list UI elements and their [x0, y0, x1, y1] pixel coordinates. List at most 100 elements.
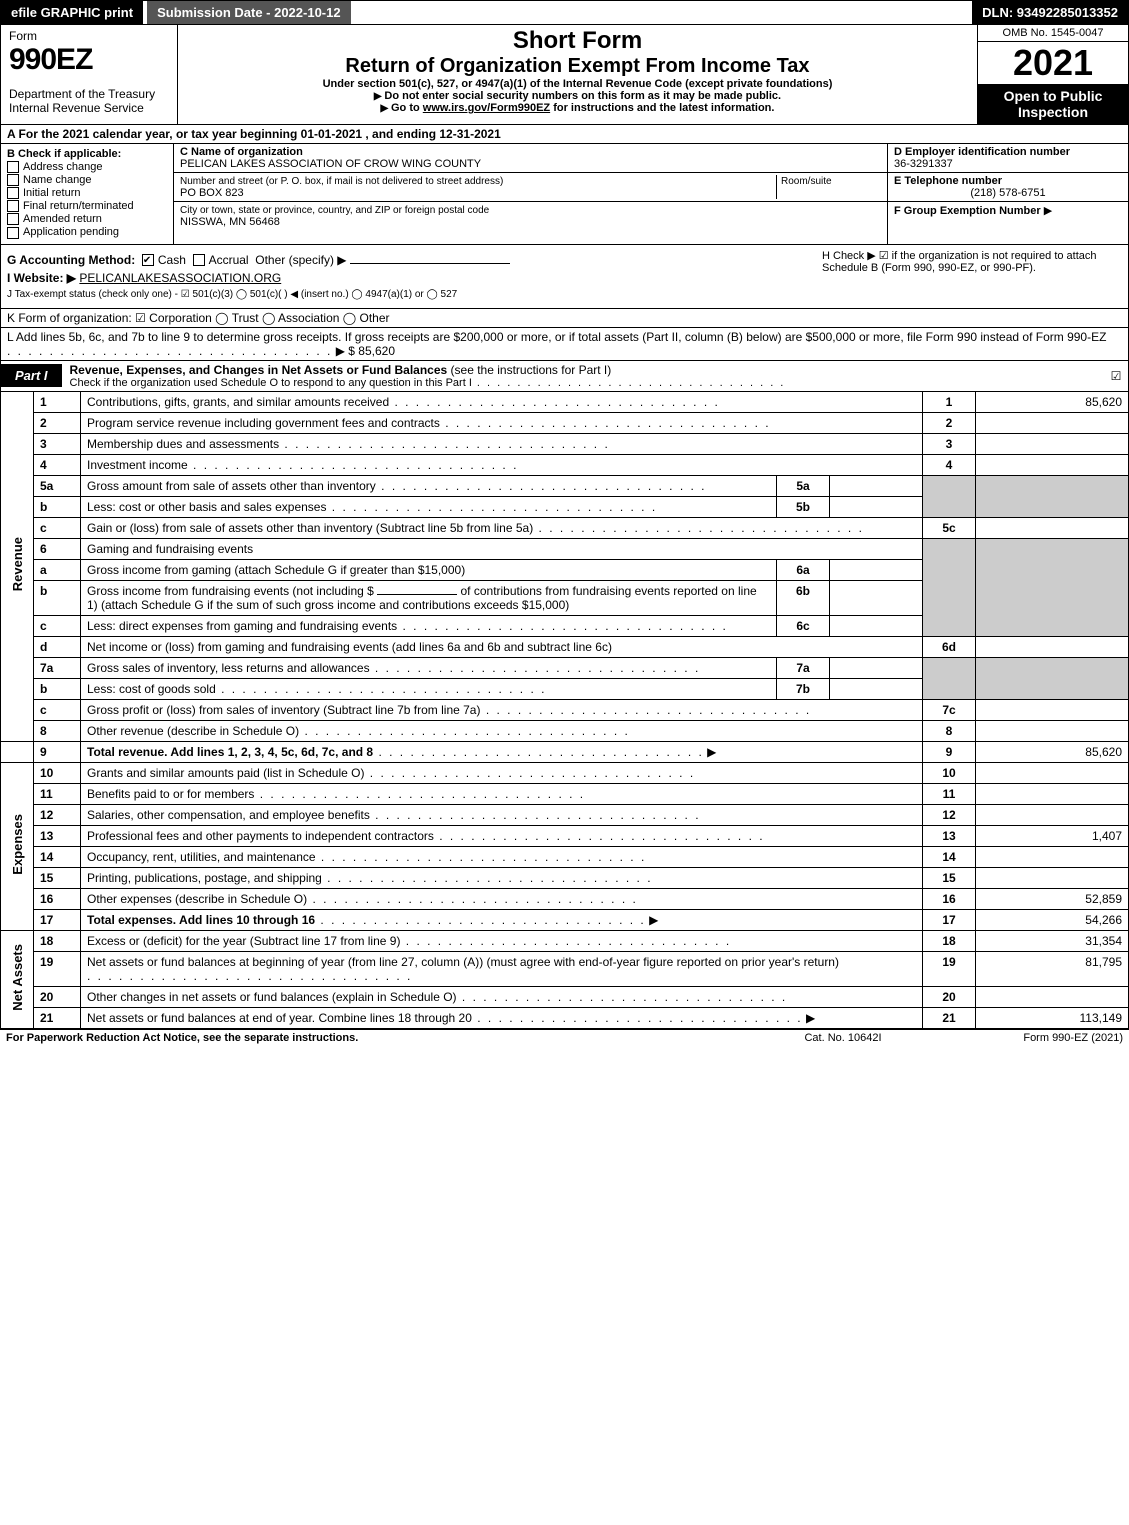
- row-lineno: 21: [923, 1007, 976, 1028]
- org-city: NISSWA, MN 56468: [180, 216, 280, 228]
- row-desc: Gross amount from sale of assets other t…: [87, 479, 376, 493]
- i-label: I Website: ▶: [7, 271, 76, 285]
- row-num: 1: [34, 392, 81, 413]
- header-right: OMB No. 1545-0047 2021 Open to Public In…: [977, 25, 1128, 124]
- mini-lineno: 6b: [777, 580, 830, 615]
- form-ref: Form 990-EZ (2021): [943, 1032, 1123, 1044]
- row-num: 21: [34, 1007, 81, 1028]
- mini-lineno: 6c: [777, 615, 830, 636]
- row-lineno: 18: [923, 930, 976, 951]
- irs-link[interactable]: www.irs.gov/Form990EZ: [423, 102, 550, 114]
- netassets-side: Net Assets: [10, 944, 25, 1011]
- row-num: 8: [34, 720, 81, 741]
- chk-address[interactable]: Address change: [23, 161, 103, 173]
- row-desc: Benefits paid to or for members: [87, 787, 254, 801]
- chk-name[interactable]: Name change: [23, 174, 92, 186]
- row-desc: Salaries, other compensation, and employ…: [87, 808, 370, 822]
- row-lineno: 6d: [923, 636, 976, 657]
- row-desc: Excess or (deficit) for the year (Subtra…: [87, 934, 400, 948]
- row-amount: [976, 699, 1129, 720]
- row-num: 17: [34, 909, 81, 930]
- part1-check-icon[interactable]: ☑: [1104, 369, 1128, 383]
- row-desc: Gross profit or (loss) from sales of inv…: [87, 703, 480, 717]
- l-amount: $ 85,620: [348, 344, 395, 358]
- row-num: 20: [34, 986, 81, 1007]
- row-lineno: 9: [923, 741, 976, 762]
- row-desc: Printing, publications, postage, and shi…: [87, 871, 322, 885]
- part1-tab: Part I: [1, 364, 62, 387]
- row-amount: [976, 517, 1129, 538]
- dln: DLN: 93492285013352: [972, 1, 1128, 24]
- row-lineno: 7c: [923, 699, 976, 720]
- row-num: 5a: [34, 475, 81, 496]
- part1-header: Part I Revenue, Expenses, and Changes in…: [0, 361, 1129, 392]
- mini-val: [830, 615, 923, 636]
- row-desc: Total revenue. Add lines 1, 2, 3, 4, 5c,…: [87, 745, 373, 759]
- row-desc: Investment income: [87, 458, 188, 472]
- open-to-public: Open to Public Inspection: [978, 84, 1128, 124]
- chk-final[interactable]: Final return/terminated: [23, 200, 134, 212]
- mini-val: [830, 496, 923, 517]
- row-lineno: 8: [923, 720, 976, 741]
- row-amount: [976, 986, 1129, 1007]
- row-num: 12: [34, 804, 81, 825]
- row-lineno: 10: [923, 762, 976, 783]
- g-cash[interactable]: Cash: [158, 253, 186, 267]
- line-g: G Accounting Method: Cash Accrual Other …: [7, 253, 822, 267]
- form-number: 990EZ: [9, 43, 169, 77]
- header-mid: Short Form Return of Organization Exempt…: [178, 25, 977, 124]
- row-lineno: 20: [923, 986, 976, 1007]
- mini-val: [830, 559, 923, 580]
- row-desc: Less: cost of goods sold: [87, 682, 216, 696]
- row-num: 11: [34, 783, 81, 804]
- submission-date: Submission Date - 2022-10-12: [147, 1, 351, 24]
- tax-year: 2021: [978, 42, 1128, 84]
- row-desc: Other changes in net assets or fund bala…: [87, 990, 457, 1004]
- row-num: b: [34, 496, 81, 517]
- row-num: 14: [34, 846, 81, 867]
- line-l: L Add lines 5b, 6c, and 7b to line 9 to …: [0, 328, 1129, 361]
- row-lineno: 17: [923, 909, 976, 930]
- g-other[interactable]: Other (specify) ▶: [255, 253, 346, 267]
- row-lineno: 4: [923, 454, 976, 475]
- chk-amended[interactable]: Amended return: [23, 213, 102, 225]
- row-desc: Other revenue (describe in Schedule O): [87, 724, 299, 738]
- efile-print[interactable]: efile GRAPHIC print: [1, 1, 143, 24]
- row-desc: Net assets or fund balances at end of ye…: [87, 1011, 472, 1025]
- expenses-side: Expenses: [10, 814, 25, 875]
- row-desc: Net assets or fund balances at beginning…: [87, 955, 839, 969]
- row-desc: Total expenses. Add lines 10 through 16: [87, 913, 315, 927]
- b-label: B Check if applicable:: [7, 148, 121, 160]
- row-num: 16: [34, 888, 81, 909]
- form-header: Form 990EZ Department of the Treasury In…: [0, 25, 1129, 125]
- row-lineno: 13: [923, 825, 976, 846]
- row-desc: Gross income from fundraising events (no…: [87, 584, 374, 598]
- group-arrow-icon: ▶: [1044, 205, 1052, 217]
- row-num: 19: [34, 951, 81, 986]
- row-amount: 1,407: [976, 825, 1129, 846]
- g-accrual[interactable]: Accrual: [209, 253, 249, 267]
- row-desc: Membership dues and assessments: [87, 437, 279, 451]
- row-amount: [976, 636, 1129, 657]
- chk-pending[interactable]: Application pending: [23, 226, 119, 238]
- mini-lineno: 5a: [777, 475, 830, 496]
- section-bcdef: B Check if applicable: Address change Na…: [0, 144, 1129, 245]
- under-section: Under section 501(c), 527, or 4947(a)(1)…: [184, 78, 971, 90]
- page-footer: For Paperwork Reduction Act Notice, see …: [0, 1029, 1129, 1046]
- row-amount: [976, 804, 1129, 825]
- row-desc: Gaming and fundraising events: [81, 538, 923, 559]
- row-amount: 31,354: [976, 930, 1129, 951]
- website[interactable]: PELICANLAKESASSOCIATION.ORG: [79, 271, 281, 285]
- group-label: F Group Exemption Number: [894, 205, 1041, 217]
- top-bar: efile GRAPHIC print Submission Date - 20…: [0, 0, 1129, 25]
- row-amount: 81,795: [976, 951, 1129, 986]
- row-num: 13: [34, 825, 81, 846]
- chk-initial[interactable]: Initial return: [23, 187, 80, 199]
- row-amount: [976, 846, 1129, 867]
- city-label: City or town, state or province, country…: [180, 205, 489, 216]
- part1-title: Revenue, Expenses, and Changes in Net As…: [70, 363, 448, 377]
- row-num: c: [34, 615, 81, 636]
- row-desc: Other expenses (describe in Schedule O): [87, 892, 307, 906]
- goto-line: Go to www.irs.gov/Form990EZ for instruct…: [184, 102, 971, 114]
- form-word: Form: [9, 29, 169, 43]
